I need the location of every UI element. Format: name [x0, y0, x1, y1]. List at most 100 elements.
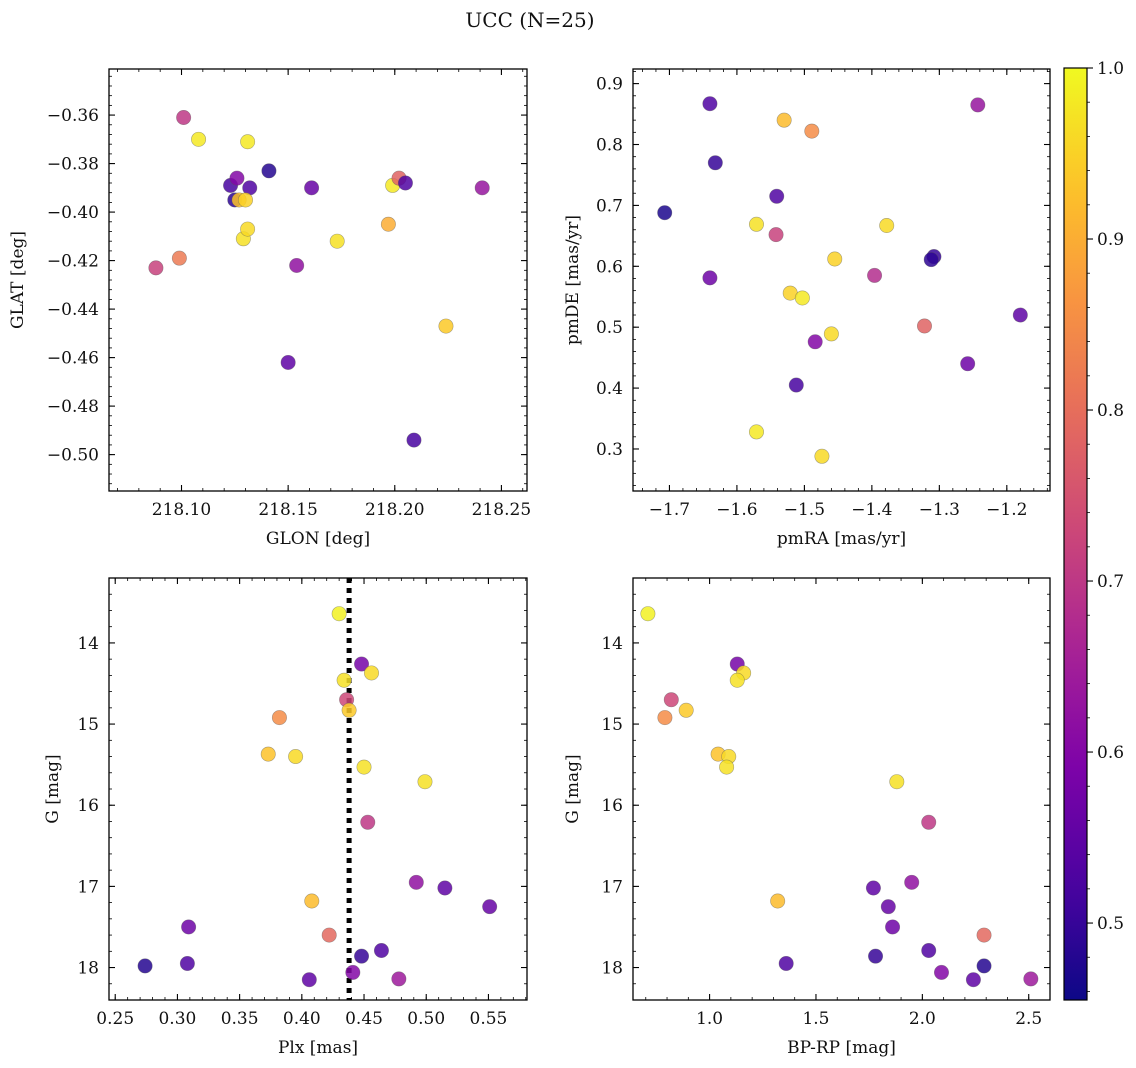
y-tick-label: −0.50	[47, 446, 99, 466]
scatter-point	[280, 354, 296, 370]
y-tick-label: 14	[601, 634, 623, 654]
x-tick-label: −1.4	[851, 500, 892, 520]
scatter-point	[181, 919, 197, 935]
scatter-point	[288, 749, 304, 765]
minor-tick-marks	[633, 69, 1050, 491]
x-tick-label: 0.30	[158, 1009, 196, 1029]
colorbar-gradient	[1063, 67, 1088, 1001]
scatter-points	[640, 606, 1039, 988]
y-tick-label: 15	[77, 715, 99, 735]
scatter-point	[1012, 307, 1028, 323]
panel-pmra-pmde: −1.7 −1.6 −1.5 −1.4 −1.3 −1.2 0.3 0.4 0.5 0.6 0.7 0…	[563, 68, 1051, 549]
colorbar-tick-label: 0.9	[1097, 230, 1124, 250]
scatter-points	[657, 96, 1028, 464]
x-tick-label: −1.2	[986, 500, 1027, 520]
y-tick-label: 0.3	[596, 440, 623, 460]
y-tick-label: 17	[77, 877, 99, 897]
colorbar-tick-label: 0.7	[1097, 572, 1124, 592]
scatter-point	[748, 216, 764, 232]
scatter-point	[807, 334, 823, 350]
y-axis-label: pmDE [mas/yr]	[563, 215, 583, 345]
scatter-point	[438, 318, 454, 334]
scatter-point	[814, 448, 830, 464]
y-tick-label: 15	[601, 715, 623, 735]
minor-tick-marks	[633, 577, 1050, 1001]
scatter-point	[354, 948, 370, 964]
x-tick-label: 1.5	[802, 1009, 829, 1029]
y-tick-label: −0.40	[47, 203, 99, 223]
scatter-point	[663, 692, 679, 708]
scatter-point	[397, 175, 413, 191]
panel-bprp-g: 1.0 1.5 2.0 2.5 14 15 16 17 18 BP-RP [mag] G [mag]	[563, 577, 1051, 1058]
scatter-point	[363, 665, 379, 681]
scatter-point	[678, 702, 694, 718]
axes-frame	[632, 68, 1051, 492]
scatter-point	[702, 96, 718, 112]
x-tick-label: −1.6	[716, 500, 757, 520]
scatter-point	[933, 964, 949, 980]
scatter-point	[137, 958, 153, 974]
scatter-point	[788, 377, 804, 393]
y-tick-label: 16	[77, 796, 99, 816]
y-tick-label: −0.42	[47, 252, 99, 272]
y-axis-label: G [mag]	[43, 754, 63, 823]
x-axis-label: BP-RP [mag]	[787, 1038, 896, 1058]
scatter-point	[176, 110, 192, 126]
scatter-point	[240, 221, 256, 237]
tick-marks	[109, 578, 527, 1000]
y-tick-label: −0.38	[47, 155, 99, 175]
scatter-point	[171, 250, 187, 266]
scatter-point	[748, 424, 764, 440]
colorbar: 0.5 0.6 0.7 0.8 0.9 1.0	[1063, 59, 1124, 1001]
scatter-point	[408, 874, 424, 890]
figure-title: UCC (N=25)	[465, 8, 594, 32]
scatter-point	[770, 893, 786, 909]
scatter-point	[329, 233, 345, 249]
scatter-point	[191, 131, 207, 147]
x-tick-label: 0.50	[407, 1009, 445, 1029]
scatter-point	[916, 318, 932, 334]
scatter-point	[304, 893, 320, 909]
x-tick-label: −1.7	[649, 500, 690, 520]
panel-glon-glat: 218.10 218.15 218.20 218.25 −0.36 −0.38 −0.40 −…	[8, 68, 531, 549]
y-tick-label: 0.8	[596, 136, 623, 156]
scatter-point	[879, 217, 895, 233]
y-axis-label: G [mag]	[563, 754, 583, 823]
y-tick-label: −0.36	[47, 106, 99, 126]
scatter-point	[827, 251, 843, 267]
scatter-point	[960, 356, 976, 372]
scatter-point	[921, 942, 937, 958]
scatter-point	[965, 972, 981, 988]
scatter-point	[865, 880, 881, 896]
scatter-point	[904, 874, 920, 890]
y-tick-label: 0.4	[596, 379, 623, 399]
scatter-point	[331, 606, 347, 622]
scatter-point	[976, 958, 992, 974]
y-tick-label: −0.46	[47, 349, 99, 369]
x-tick-label: 0.40	[283, 1009, 321, 1029]
y-tick-label: 16	[601, 796, 623, 816]
scatter-point	[867, 267, 883, 283]
y-tick-label: 0.6	[596, 257, 623, 277]
scatter-points	[137, 606, 498, 988]
axes-frame	[108, 577, 528, 1001]
x-tick-label: 0.25	[96, 1009, 134, 1029]
y-tick-label: 17	[601, 877, 623, 897]
x-axis-label: GLON [deg]	[266, 529, 370, 549]
scatter-point	[417, 774, 433, 790]
scatter-point	[657, 205, 673, 221]
y-tick-label: 0.9	[596, 75, 623, 95]
x-tick-label: 218.20	[365, 500, 424, 520]
x-tick-label: 0.55	[470, 1009, 508, 1029]
scatter-point	[921, 814, 937, 830]
scatter-point	[794, 290, 810, 306]
scatter-point	[437, 880, 453, 896]
scatter-point	[769, 188, 785, 204]
y-tick-label: −0.48	[47, 397, 99, 417]
x-tick-label: 2.0	[909, 1009, 936, 1029]
scatter-point	[702, 270, 718, 286]
colorbar-tick-label: 0.5	[1097, 914, 1124, 934]
scatter-point	[391, 971, 407, 987]
scatter-point	[360, 814, 376, 830]
